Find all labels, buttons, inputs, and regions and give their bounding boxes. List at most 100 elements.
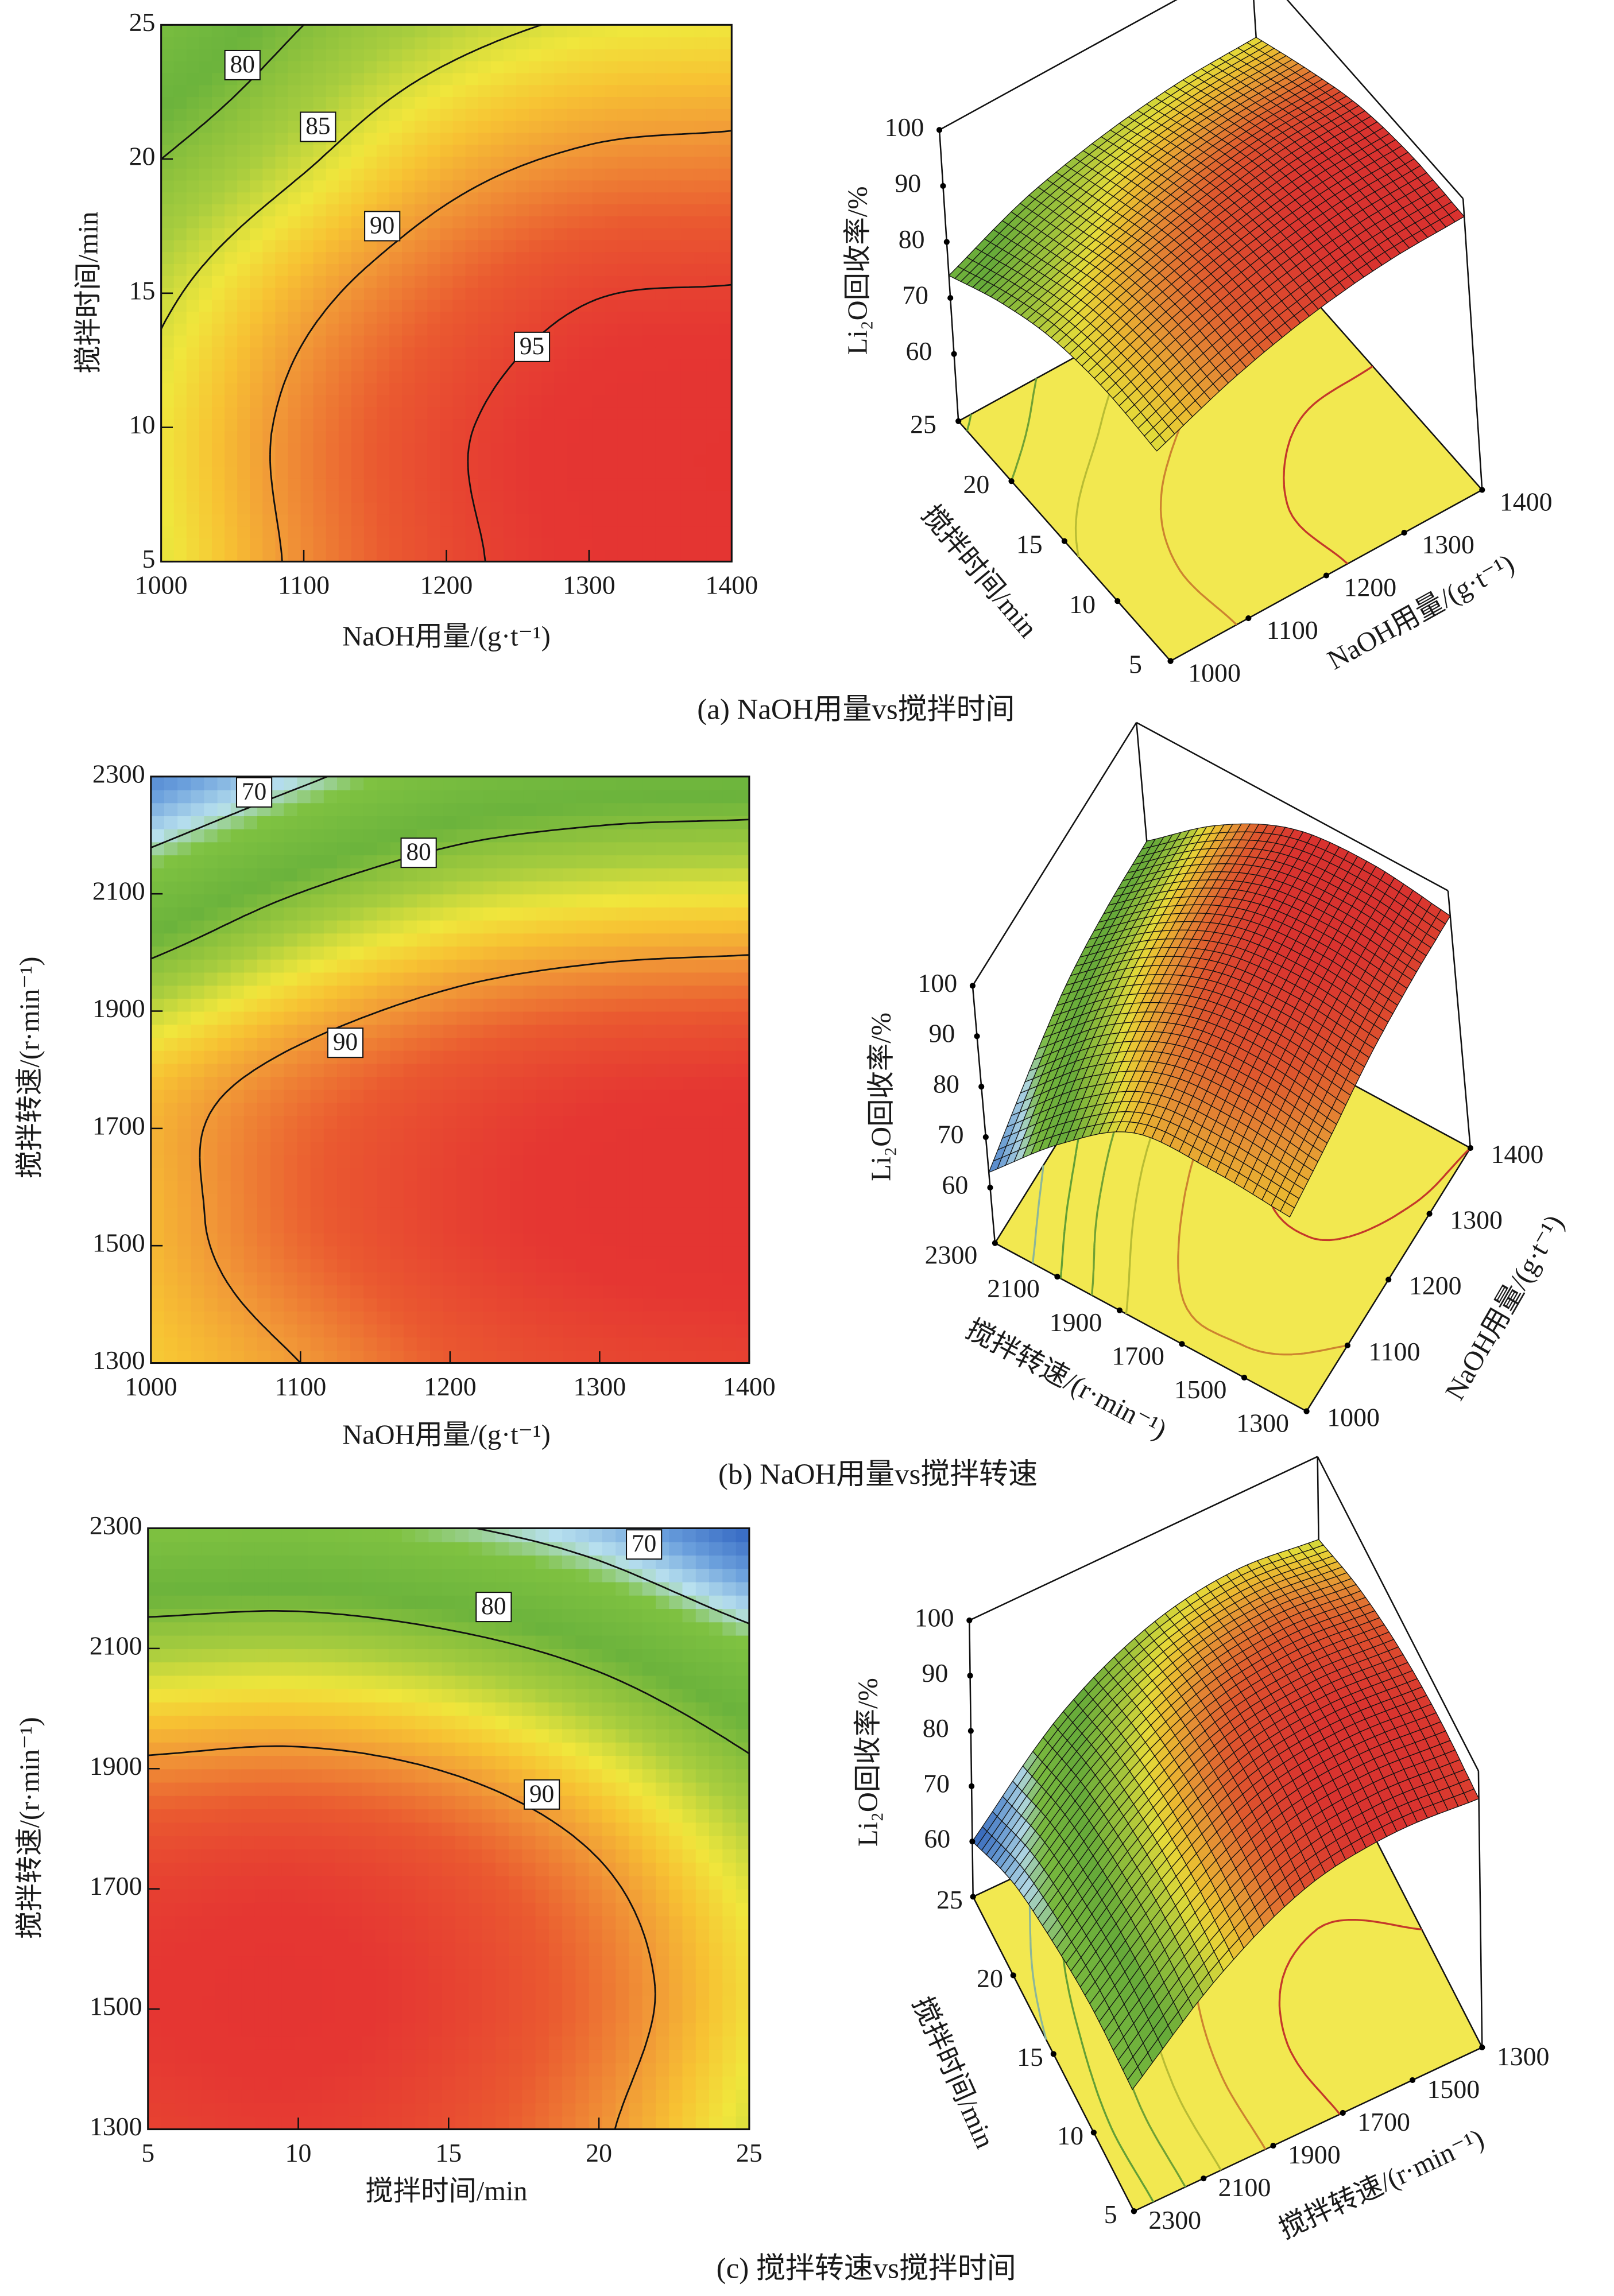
heatmap-cell xyxy=(300,323,314,336)
heatmap-cell xyxy=(427,239,441,253)
heatmap-cell xyxy=(680,466,695,479)
heatmap-cell xyxy=(680,418,695,431)
heatmap-cell xyxy=(567,239,580,253)
heatmap-cell xyxy=(503,370,517,383)
heatmap-cell xyxy=(363,430,378,443)
heatmap-cell xyxy=(592,430,606,443)
y-tick-label: 25 xyxy=(129,7,156,37)
heatmap-cell xyxy=(250,514,264,527)
heatmap-cell xyxy=(483,1154,497,1168)
heatmap-cell xyxy=(456,1232,471,1247)
heatmap-cell xyxy=(616,1271,630,1286)
heatmap-cell xyxy=(642,72,656,86)
heatmap-cell xyxy=(338,418,352,431)
heatmap-cell xyxy=(211,418,226,431)
heatmap-cell xyxy=(523,1102,537,1116)
heatmap-cell xyxy=(656,1246,670,1259)
heatmap-cell xyxy=(237,370,251,383)
heatmap-cell xyxy=(736,1297,750,1312)
heatmap-cell xyxy=(709,972,723,986)
heatmap-cell xyxy=(288,335,301,348)
heatmap-cell xyxy=(478,466,491,479)
heatmap-cell xyxy=(589,1063,604,1077)
heatmap-cell xyxy=(288,311,301,324)
heatmap-cell xyxy=(262,442,276,455)
heatmap-cell xyxy=(257,920,272,934)
heatmap-cell xyxy=(150,1297,165,1312)
heatmap-cell xyxy=(694,108,707,121)
heatmap-cell xyxy=(576,1285,590,1299)
heatmap-cell xyxy=(478,442,491,455)
heatmap-cell xyxy=(161,227,175,241)
heatmap-cell xyxy=(719,347,733,360)
heatmap-cell xyxy=(363,920,378,934)
heatmap-cell xyxy=(669,1297,684,1312)
heatmap-cell xyxy=(617,370,631,383)
heatmap-cell xyxy=(211,144,226,157)
heatmap-cell xyxy=(403,1246,417,1259)
heatmap-cell xyxy=(541,25,555,38)
heatmap-cell xyxy=(516,275,530,288)
heatmap-cell xyxy=(427,168,441,181)
y-tick-label-3d: 5 xyxy=(1129,649,1142,678)
heatmap-cell xyxy=(297,1076,311,1090)
heatmap-cell xyxy=(603,1154,617,1168)
heatmap-cell xyxy=(377,370,390,383)
heatmap-cell xyxy=(456,1180,471,1194)
heatmap-cell xyxy=(211,430,226,443)
heatmap-cell xyxy=(616,1128,630,1142)
heatmap-cell xyxy=(592,299,606,312)
heatmap-cell xyxy=(337,1063,351,1077)
heatmap-cell xyxy=(191,1050,205,1064)
heatmap-cell xyxy=(243,1207,258,1220)
heatmap-cell xyxy=(270,906,285,921)
heatmap-cell xyxy=(736,1076,750,1090)
heatmap-cell xyxy=(275,442,289,455)
heatmap-cell xyxy=(567,490,580,503)
heatmap-cell xyxy=(680,526,695,538)
heatmap-cell xyxy=(313,370,327,383)
heatmap-cell xyxy=(523,881,537,895)
heatmap-cell xyxy=(579,430,593,443)
heatmap-cell xyxy=(567,549,580,563)
heatmap-cell xyxy=(326,192,339,205)
heatmap-cell xyxy=(736,1050,750,1064)
heatmap-cell xyxy=(656,906,670,921)
heatmap-cell xyxy=(300,215,314,228)
heatmap-cell xyxy=(350,1154,365,1168)
heatmap-cell xyxy=(528,215,543,228)
heatmap-cell xyxy=(490,490,504,503)
heatmap-cell xyxy=(191,1349,205,1364)
heatmap-cell xyxy=(199,144,213,157)
heatmap-cell xyxy=(668,192,682,205)
heatmap-cell xyxy=(237,263,251,276)
heatmap-cell xyxy=(630,108,644,121)
heatmap-cell xyxy=(225,108,238,121)
heatmap-cell xyxy=(337,998,351,1012)
heatmap-cell xyxy=(389,96,403,109)
heatmap-cell xyxy=(563,1128,577,1142)
heatmap-cell xyxy=(363,1076,378,1090)
heatmap-cell xyxy=(403,867,417,882)
heatmap-cell xyxy=(177,1246,192,1259)
heatmap-cell xyxy=(204,1050,218,1064)
heatmap-cell xyxy=(230,946,245,960)
heatmap-cell xyxy=(719,168,733,181)
heatmap-cell xyxy=(576,1349,590,1364)
heatmap-cell xyxy=(237,442,251,455)
heatmap-cell xyxy=(536,1076,551,1090)
heatmap-cell xyxy=(389,323,403,336)
heatmap-cell xyxy=(186,144,200,157)
heatmap-cell xyxy=(415,335,428,348)
heatmap-cell xyxy=(204,1310,218,1325)
heatmap-cell xyxy=(541,156,555,169)
heatmap-cell xyxy=(736,881,750,895)
heatmap-cell xyxy=(589,1115,604,1129)
heatmap-cell xyxy=(456,1207,471,1220)
heatmap-cell xyxy=(416,1246,431,1259)
heatmap-cell xyxy=(603,1128,617,1142)
heatmap-cell xyxy=(427,335,441,348)
heatmap-cell xyxy=(630,192,644,205)
heatmap-cell xyxy=(173,394,187,408)
heatmap-cell xyxy=(629,894,644,907)
